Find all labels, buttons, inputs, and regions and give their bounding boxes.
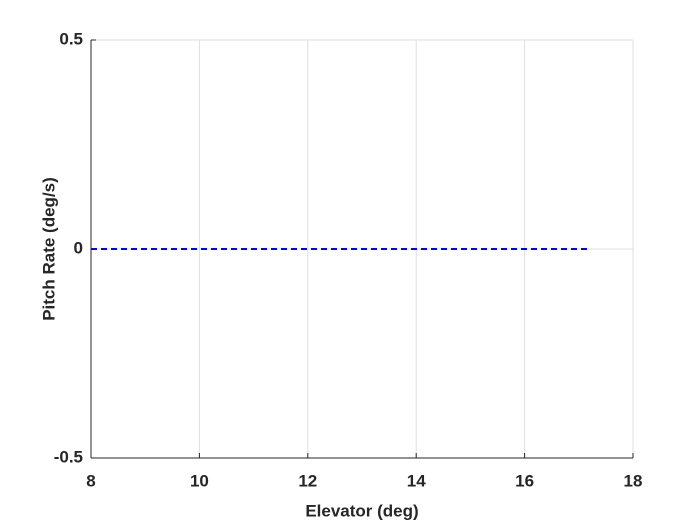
x-tick-label: 12: [298, 471, 317, 490]
x-tick-label: 18: [624, 471, 643, 490]
x-tick-label: 10: [190, 471, 209, 490]
y-tick-label: 0: [74, 238, 83, 257]
x-tick-label: 14: [407, 471, 426, 490]
y-axis-label: Pitch Rate (deg/s): [39, 177, 58, 321]
y-tick-label: -0.5: [54, 447, 83, 466]
y-tick-label: 0.5: [59, 29, 83, 48]
x-axis-label: Elevator (deg): [305, 501, 418, 520]
x-tick-label: 8: [86, 471, 95, 490]
x-tick-label: 16: [515, 471, 534, 490]
